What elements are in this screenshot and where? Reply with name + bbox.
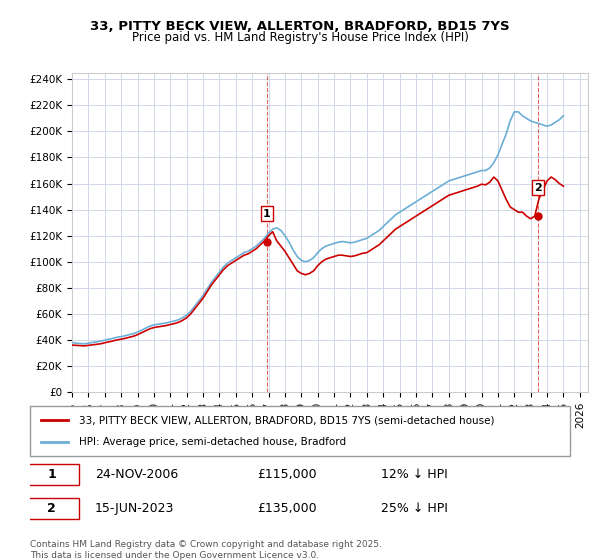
Text: 24-NOV-2006: 24-NOV-2006	[95, 468, 178, 481]
Text: Contains HM Land Registry data © Crown copyright and database right 2025.
This d: Contains HM Land Registry data © Crown c…	[30, 540, 382, 560]
FancyBboxPatch shape	[25, 464, 79, 486]
Text: Price paid vs. HM Land Registry's House Price Index (HPI): Price paid vs. HM Land Registry's House …	[131, 31, 469, 44]
Text: 12% ↓ HPI: 12% ↓ HPI	[381, 468, 448, 481]
Text: HPI: Average price, semi-detached house, Bradford: HPI: Average price, semi-detached house,…	[79, 437, 346, 447]
Text: £135,000: £135,000	[257, 502, 316, 515]
Text: 25% ↓ HPI: 25% ↓ HPI	[381, 502, 448, 515]
FancyBboxPatch shape	[30, 406, 570, 456]
FancyBboxPatch shape	[25, 497, 79, 519]
Text: £115,000: £115,000	[257, 468, 316, 481]
Text: 15-JUN-2023: 15-JUN-2023	[95, 502, 174, 515]
Text: 1: 1	[47, 468, 56, 481]
Text: 33, PITTY BECK VIEW, ALLERTON, BRADFORD, BD15 7YS: 33, PITTY BECK VIEW, ALLERTON, BRADFORD,…	[90, 20, 510, 32]
Text: 33, PITTY BECK VIEW, ALLERTON, BRADFORD, BD15 7YS (semi-detached house): 33, PITTY BECK VIEW, ALLERTON, BRADFORD,…	[79, 415, 494, 425]
Text: 2: 2	[47, 502, 56, 515]
Text: 1: 1	[263, 209, 271, 219]
Text: 2: 2	[534, 183, 542, 193]
